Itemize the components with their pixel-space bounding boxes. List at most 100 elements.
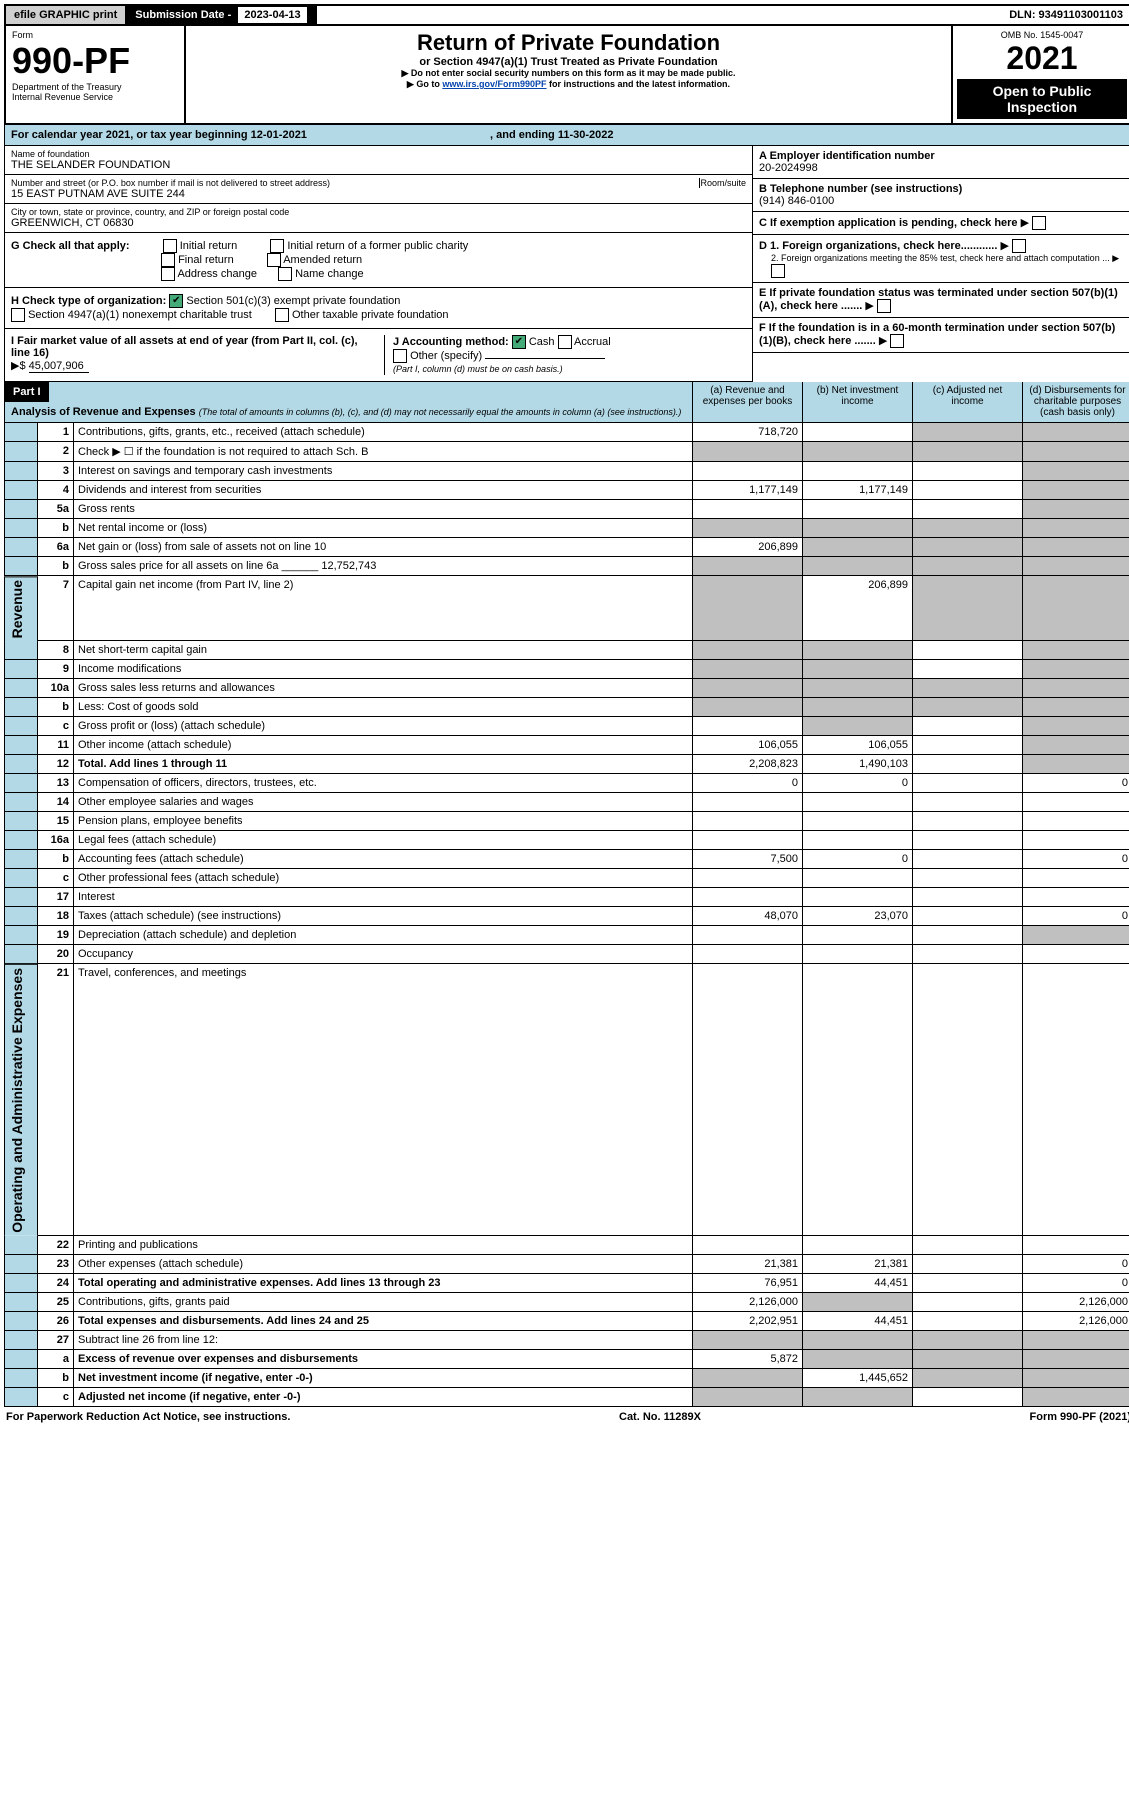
chk-accrual[interactable]: [558, 335, 572, 349]
line-3: 3Interest on savings and temporary cash …: [4, 462, 1129, 481]
j-note: (Part I, column (d) must be on cash basi…: [393, 364, 563, 374]
chk-cash[interactable]: ✔: [512, 335, 526, 349]
part-i-badge: Part I: [5, 382, 49, 402]
chk-4947[interactable]: [11, 308, 25, 322]
line-8: 8Net short-term capital gain: [4, 641, 1129, 660]
chk-initial-former[interactable]: [270, 239, 284, 253]
form-word: Form: [12, 30, 178, 40]
line-c: cOther professional fees (attach schedul…: [4, 869, 1129, 888]
fmv-value: 45,007,906: [29, 360, 89, 373]
col-a-header: (a) Revenue and expenses per books: [693, 382, 803, 423]
line-b: bLess: Cost of goods sold: [4, 698, 1129, 717]
chk-exemption-pending[interactable]: [1032, 216, 1046, 230]
line-5a: 5aGross rents: [4, 500, 1129, 519]
side-label: Operating and Administrative Expenses: [4, 964, 38, 1236]
line-15: 15Pension plans, employee benefits: [4, 812, 1129, 831]
chk-initial-return[interactable]: [163, 239, 177, 253]
chk-foreign-org[interactable]: [1012, 239, 1026, 253]
city-label: City or town, state or province, country…: [11, 207, 746, 217]
line-2: 2Check ▶ ☐ if the foundation is not requ…: [4, 442, 1129, 462]
line-16a: 16aLegal fees (attach schedule): [4, 831, 1129, 850]
foundation-name: THE SELANDER FOUNDATION: [11, 159, 746, 171]
line-6a: 6aNet gain or (loss) from sale of assets…: [4, 538, 1129, 557]
chk-foreign-85[interactable]: [771, 264, 785, 278]
address-label: Number and street (or P.O. box number if…: [11, 178, 679, 188]
line-19: 19Depreciation (attach schedule) and dep…: [4, 926, 1129, 945]
phone-label: B Telephone number (see instructions): [759, 183, 1126, 195]
note-goto: ▶ Go to www.irs.gov/Form990PF for instru…: [190, 79, 947, 90]
line-17: 17Interest: [4, 888, 1129, 907]
calendar-year-row: For calendar year 2021, or tax year begi…: [4, 125, 1129, 146]
chk-status-terminated[interactable]: [877, 299, 891, 313]
line-25: 25Contributions, gifts, grants paid2,126…: [4, 1293, 1129, 1312]
submission-date-label: Submission Date - 2023-04-13: [127, 6, 316, 24]
footer-right: Form 990-PF (2021): [1030, 1411, 1129, 1423]
note-ssn: ▶ Do not enter social security numbers o…: [190, 68, 947, 79]
h-label: H Check type of organization:: [11, 295, 166, 307]
line-1: 1Contributions, gifts, grants, etc., rec…: [4, 423, 1129, 442]
line-a: aExcess of revenue over expenses and dis…: [4, 1350, 1129, 1369]
form-number: 990-PF: [12, 40, 178, 82]
ein-value: 20-2024998: [759, 162, 1126, 174]
line-9: 9Income modifications: [4, 660, 1129, 679]
open-inspection: Open to Public Inspection: [957, 79, 1127, 119]
part-i-sub: (The total of amounts in columns (b), (c…: [199, 407, 682, 417]
d1-label: D 1. Foreign organizations, check here..…: [759, 240, 997, 252]
line-10a: 10aGross sales less returns and allowanc…: [4, 679, 1129, 698]
efile-print-button[interactable]: efile GRAPHIC print: [6, 6, 127, 24]
form-title: Return of Private Foundation: [190, 30, 947, 56]
col-d-header: (d) Disbursements for charitable purpose…: [1023, 382, 1129, 423]
phone-value: (914) 846-0100: [759, 195, 1126, 207]
page-footer: For Paperwork Reduction Act Notice, see …: [4, 1407, 1129, 1427]
name-label: Name of foundation: [11, 149, 746, 159]
col-c-header: (c) Adjusted net income: [913, 382, 1023, 423]
chk-name-change[interactable]: [278, 267, 292, 281]
form-subtitle: or Section 4947(a)(1) Trust Treated as P…: [190, 56, 947, 68]
line-b: bAccounting fees (attach schedule)7,5000…: [4, 850, 1129, 869]
part-i-title: Analysis of Revenue and Expenses: [11, 406, 196, 418]
room-label: Room/suite: [700, 178, 746, 188]
irs: Internal Revenue Service: [12, 92, 178, 102]
line-22: 22Printing and publications: [4, 1236, 1129, 1255]
footer-left: For Paperwork Reduction Act Notice, see …: [6, 1411, 290, 1423]
chk-other-method[interactable]: [393, 349, 407, 363]
line-24: 24Total operating and administrative exp…: [4, 1274, 1129, 1293]
line-b: bNet investment income (if negative, ent…: [4, 1369, 1129, 1388]
i-label: I Fair market value of all assets at end…: [11, 335, 358, 359]
line-11: 11Other income (attach schedule)106,0551…: [4, 736, 1129, 755]
chk-60-month[interactable]: [890, 334, 904, 348]
line-23: 23Other expenses (attach schedule)21,381…: [4, 1255, 1129, 1274]
line-4: 4Dividends and interest from securities1…: [4, 481, 1129, 500]
form-header: Form 990-PF Department of the Treasury I…: [4, 26, 1129, 125]
line-c: cAdjusted net income (if negative, enter…: [4, 1388, 1129, 1407]
line-27: 27Subtract line 26 from line 12:: [4, 1331, 1129, 1350]
tax-year: 2021: [957, 40, 1127, 77]
footer-mid: Cat. No. 11289X: [619, 1411, 701, 1423]
line-18: 18Taxes (attach schedule) (see instructi…: [4, 907, 1129, 926]
line-21: Operating and Administrative Expenses21T…: [4, 964, 1129, 1236]
ein-label: A Employer identification number: [759, 150, 1126, 162]
chk-address-change[interactable]: [161, 267, 175, 281]
form990pf-link[interactable]: www.irs.gov/Form990PF: [442, 79, 546, 89]
g-label: G Check all that apply:: [11, 240, 130, 252]
chk-501c3[interactable]: ✔: [169, 294, 183, 308]
d2-label: 2. Foreign organizations meeting the 85%…: [771, 253, 1110, 263]
chk-amended-return[interactable]: [267, 253, 281, 267]
line-14: 14Other employee salaries and wages: [4, 793, 1129, 812]
chk-final-return[interactable]: [161, 253, 175, 267]
line-c: cGross profit or (loss) (attach schedule…: [4, 717, 1129, 736]
top-bar: efile GRAPHIC print Submission Date - 20…: [4, 4, 1129, 26]
j-label: J Accounting method:: [393, 336, 509, 348]
dln: DLN: 93491103001103: [1001, 6, 1129, 24]
line-12: 12Total. Add lines 1 through 112,208,823…: [4, 755, 1129, 774]
address: 15 EAST PUTNAM AVE SUITE 244: [11, 188, 679, 200]
chk-other-taxable[interactable]: [275, 308, 289, 322]
line-20: 20Occupancy: [4, 945, 1129, 964]
side-label: Revenue: [4, 576, 38, 641]
omb: OMB No. 1545-0047: [957, 30, 1127, 40]
line-7: Revenue7Capital gain net income (from Pa…: [4, 576, 1129, 641]
part-i-header-row: Part I Analysis of Revenue and Expenses …: [4, 382, 1129, 423]
line-13: 13Compensation of officers, directors, t…: [4, 774, 1129, 793]
line-b: bNet rental income or (loss): [4, 519, 1129, 538]
line-b: bGross sales price for all assets on lin…: [4, 557, 1129, 576]
